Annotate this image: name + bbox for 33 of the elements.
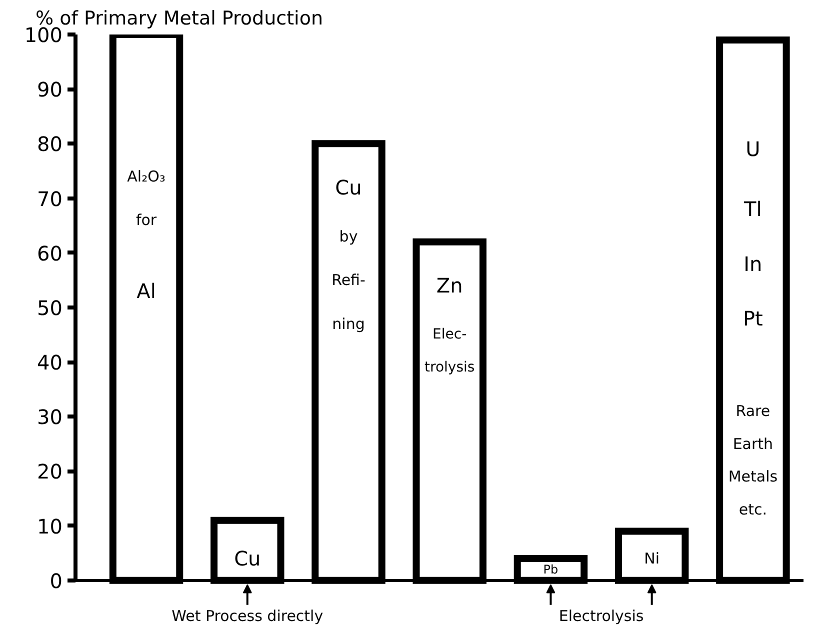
y-tick-label: 30 (37, 405, 63, 430)
annotation: Ni (644, 550, 660, 568)
annotation: by (339, 227, 358, 246)
y-tick-label: 80 (37, 132, 63, 156)
y-tick-label: 70 (37, 186, 63, 211)
annotation: Pt (742, 306, 764, 330)
annotation: Pb (543, 562, 558, 576)
annotation: Cu (234, 546, 261, 571)
annotation: trolysis (424, 359, 475, 376)
annotation: Tl (743, 197, 762, 222)
annotation: Metals (728, 468, 778, 486)
annotation: Elec- (432, 326, 467, 343)
text: Electrolysis (558, 606, 644, 625)
annotation: In (744, 252, 762, 276)
annotation: for (136, 211, 158, 230)
y-tick-label: 40 (37, 350, 63, 375)
annotation: Cu (335, 175, 362, 200)
y-tick-label: 90 (37, 78, 63, 102)
annotation: Al (136, 279, 156, 304)
annotation: U (746, 137, 760, 162)
y-tick-label: 60 (37, 241, 63, 266)
annotation: Rare (736, 402, 770, 420)
annotation: Earth (732, 434, 774, 453)
y-tick-label: 50 (37, 296, 63, 320)
annotation: Al₂O₃ (127, 167, 166, 186)
annotation: Zn (436, 274, 463, 298)
annotation: Refi- (332, 271, 366, 290)
y-tick-label: 0 (50, 568, 63, 593)
y-tick-label: 10 (37, 514, 63, 538)
annotation: etc. (738, 500, 768, 518)
annotation: ning (332, 314, 365, 333)
text: Wet Process directly (172, 606, 324, 625)
y-tick-label: 20 (37, 460, 63, 484)
